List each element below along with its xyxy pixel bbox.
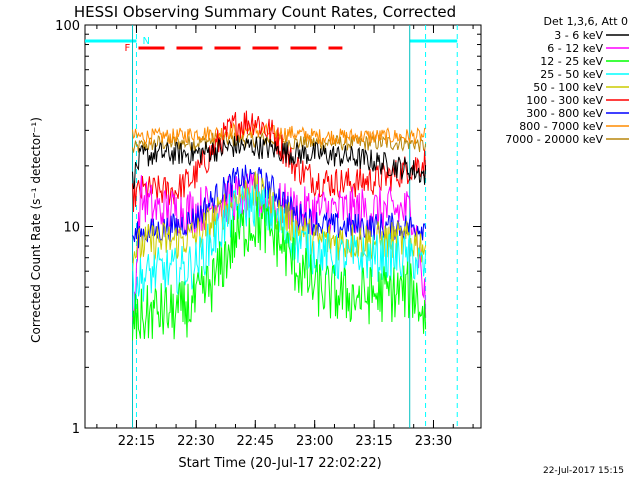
series-line-0 [132,135,427,190]
x-axis-label: Start Time (20-Jul-17 22:02:22) [178,456,381,471]
y-axis-label: Corrected Count Rate (s⁻¹ detector⁻¹) [29,117,43,343]
chart-title: HESSI Observing Summary Count Rates, Cor… [74,3,456,21]
legend-label: 25 - 50 keV [540,68,603,81]
legend-label: 7000 - 20000 keV [505,133,603,146]
x-tick-label: 22:30 [177,434,214,449]
marker-layer [85,25,458,428]
x-tick-label: 22:15 [118,434,155,449]
x-tick-label: 23:30 [415,434,452,449]
legend-label: 12 - 25 keV [540,55,603,68]
flag-label: F [124,43,130,54]
y-tick-label: 1 [72,422,80,437]
flag-layer: NF [124,36,343,54]
x-tick-label: 22:45 [237,434,274,449]
series-line-6 [132,164,427,249]
legend-label: 800 - 7000 keV [519,120,603,133]
legend-label: 6 - 12 keV [547,42,603,55]
legend-label: 50 - 100 keV [533,81,603,94]
series-line-2 [132,196,427,341]
series-line-7 [132,121,426,147]
flag-label: N [142,36,149,47]
x-tick-label: 23:00 [296,434,333,449]
legend-label: 3 - 6 keV [554,29,603,42]
legend-title: Det 1,3,6, Att 0 [544,15,628,28]
legend-label: 300 - 800 keV [526,107,603,120]
footer-date: 22-Jul-2017 15:15 [543,466,624,476]
legend-label: 100 - 300 keV [526,94,603,107]
x-tick-label: 23:15 [355,434,392,449]
y-tick-label: 10 [63,221,80,236]
axes-layer: 22:15 22:30 22:45 23:00 23:15 23:30 1 10 100 [55,19,481,449]
series-line-1 [132,171,427,324]
series-layer [132,110,427,341]
y-tick-label: 100 [55,19,80,34]
